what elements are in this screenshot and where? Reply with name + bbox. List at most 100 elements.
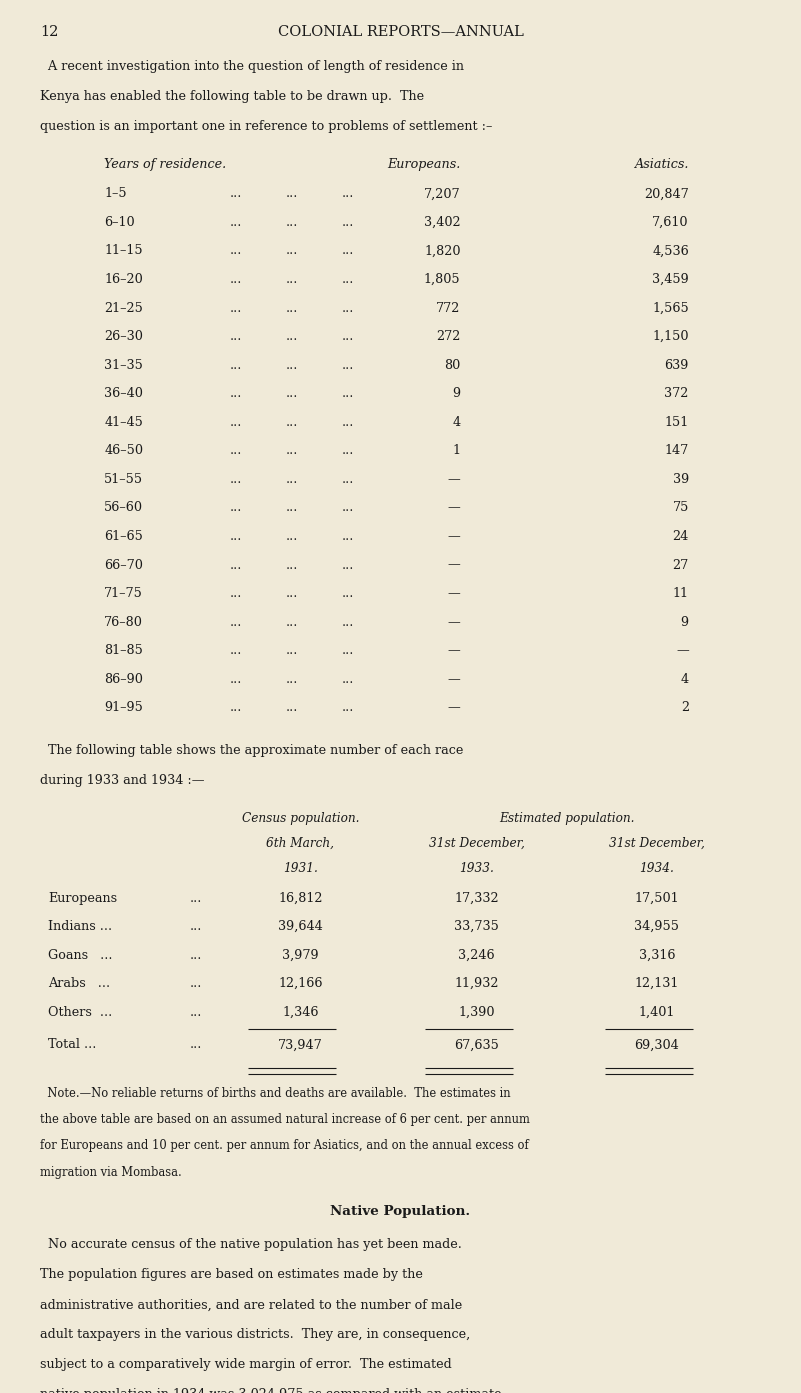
Text: 9: 9 — [681, 616, 689, 628]
Text: 4,536: 4,536 — [652, 244, 689, 258]
Text: ...: ... — [342, 187, 355, 201]
Text: ...: ... — [286, 301, 299, 315]
Text: ...: ... — [286, 645, 299, 657]
Text: 9: 9 — [453, 387, 461, 400]
Text: Europeans.: Europeans. — [388, 157, 461, 171]
Text: The following table shows the approximate number of each race: The following table shows the approximat… — [40, 744, 464, 756]
Text: ...: ... — [286, 616, 299, 628]
Text: 76–80: 76–80 — [104, 616, 143, 628]
Text: ...: ... — [286, 358, 299, 372]
Text: ...: ... — [230, 273, 243, 286]
Text: ...: ... — [342, 645, 355, 657]
Text: 17,332: 17,332 — [454, 892, 499, 904]
Text: ...: ... — [190, 1006, 203, 1018]
Text: 31st December,: 31st December, — [429, 837, 525, 850]
Text: ...: ... — [342, 273, 355, 286]
Text: ...: ... — [342, 444, 355, 457]
Text: 6th March,: 6th March, — [267, 837, 334, 850]
Text: 147: 147 — [665, 444, 689, 457]
Text: —: — — [448, 501, 461, 514]
Text: Kenya has enabled the following table to be drawn up.  The: Kenya has enabled the following table to… — [40, 89, 425, 103]
Text: The population figures are based on estimates made by the: The population figures are based on esti… — [40, 1268, 423, 1282]
Text: Estimated population.: Estimated population. — [499, 812, 634, 825]
Text: ...: ... — [286, 444, 299, 457]
Text: 66–70: 66–70 — [104, 559, 143, 571]
Text: 3,979: 3,979 — [282, 949, 319, 961]
Text: ...: ... — [342, 702, 355, 715]
Text: 1: 1 — [453, 444, 461, 457]
Text: ...: ... — [286, 673, 299, 685]
Text: 20,847: 20,847 — [644, 187, 689, 201]
Text: 86–90: 86–90 — [104, 673, 143, 685]
Text: 34,955: 34,955 — [634, 921, 679, 933]
Text: Asiatics.: Asiatics. — [634, 157, 689, 171]
Text: Census population.: Census population. — [242, 812, 359, 825]
Text: 372: 372 — [665, 387, 689, 400]
Text: Arabs   ...: Arabs ... — [48, 978, 111, 990]
Text: 91–95: 91–95 — [104, 702, 143, 715]
Text: —: — — [448, 474, 461, 486]
Text: migration via Mombasa.: migration via Mombasa. — [40, 1166, 182, 1178]
Text: ...: ... — [286, 501, 299, 514]
Text: —: — — [448, 645, 461, 657]
Text: ...: ... — [230, 474, 243, 486]
Text: 639: 639 — [665, 358, 689, 372]
Text: the above table are based on an assumed natural increase of 6 per cent. per annu: the above table are based on an assumed … — [40, 1113, 530, 1126]
Text: subject to a comparatively wide margin of error.  The estimated: subject to a comparatively wide margin o… — [40, 1358, 452, 1371]
Text: ...: ... — [286, 387, 299, 400]
Text: 11–15: 11–15 — [104, 244, 143, 258]
Text: Note.—No reliable returns of births and deaths are available.  The estimates in: Note.—No reliable returns of births and … — [40, 1087, 511, 1099]
Text: 3,246: 3,246 — [458, 949, 495, 961]
Text: ...: ... — [190, 978, 203, 990]
Text: —: — — [676, 645, 689, 657]
Text: 46–50: 46–50 — [104, 444, 143, 457]
Text: ...: ... — [190, 892, 203, 904]
Text: COLONIAL REPORTS—ANNUAL: COLONIAL REPORTS—ANNUAL — [278, 25, 523, 39]
Text: 27: 27 — [673, 559, 689, 571]
Text: 1,346: 1,346 — [282, 1006, 319, 1018]
Text: 6–10: 6–10 — [104, 216, 135, 228]
Text: ...: ... — [230, 588, 243, 600]
Text: 67,635: 67,635 — [454, 1038, 499, 1052]
Text: 81–85: 81–85 — [104, 645, 143, 657]
Text: ...: ... — [342, 559, 355, 571]
Text: ...: ... — [230, 244, 243, 258]
Text: administrative authorities, and are related to the number of male: administrative authorities, and are rela… — [40, 1298, 462, 1311]
Text: ...: ... — [342, 330, 355, 343]
Text: 1931.: 1931. — [283, 862, 318, 875]
Text: 1933.: 1933. — [459, 862, 494, 875]
Text: ...: ... — [342, 301, 355, 315]
Text: 75: 75 — [673, 501, 689, 514]
Text: ...: ... — [230, 444, 243, 457]
Text: Others  ...: Others ... — [48, 1006, 112, 1018]
Text: 1,390: 1,390 — [458, 1006, 495, 1018]
Text: 39: 39 — [673, 474, 689, 486]
Text: ...: ... — [286, 216, 299, 228]
Text: ...: ... — [286, 702, 299, 715]
Text: 24: 24 — [673, 531, 689, 543]
Text: ...: ... — [342, 531, 355, 543]
Text: 39,644: 39,644 — [278, 921, 323, 933]
Text: 7,207: 7,207 — [424, 187, 461, 201]
Text: 12: 12 — [40, 25, 58, 39]
Text: 151: 151 — [665, 415, 689, 429]
Text: ...: ... — [342, 474, 355, 486]
Text: 11,932: 11,932 — [454, 978, 499, 990]
Text: ...: ... — [286, 330, 299, 343]
Text: Years of residence.: Years of residence. — [104, 157, 226, 171]
Text: 3,316: 3,316 — [638, 949, 675, 961]
Text: ...: ... — [230, 645, 243, 657]
Text: ...: ... — [230, 358, 243, 372]
Text: ...: ... — [286, 531, 299, 543]
Text: 16–20: 16–20 — [104, 273, 143, 286]
Text: ...: ... — [230, 415, 243, 429]
Text: 1,401: 1,401 — [638, 1006, 675, 1018]
Text: ...: ... — [190, 921, 203, 933]
Text: —: — — [448, 559, 461, 571]
Text: 21–25: 21–25 — [104, 301, 143, 315]
Text: ...: ... — [230, 616, 243, 628]
Text: ...: ... — [286, 559, 299, 571]
Text: 11: 11 — [673, 588, 689, 600]
Text: Europeans: Europeans — [48, 892, 117, 904]
Text: ...: ... — [342, 358, 355, 372]
